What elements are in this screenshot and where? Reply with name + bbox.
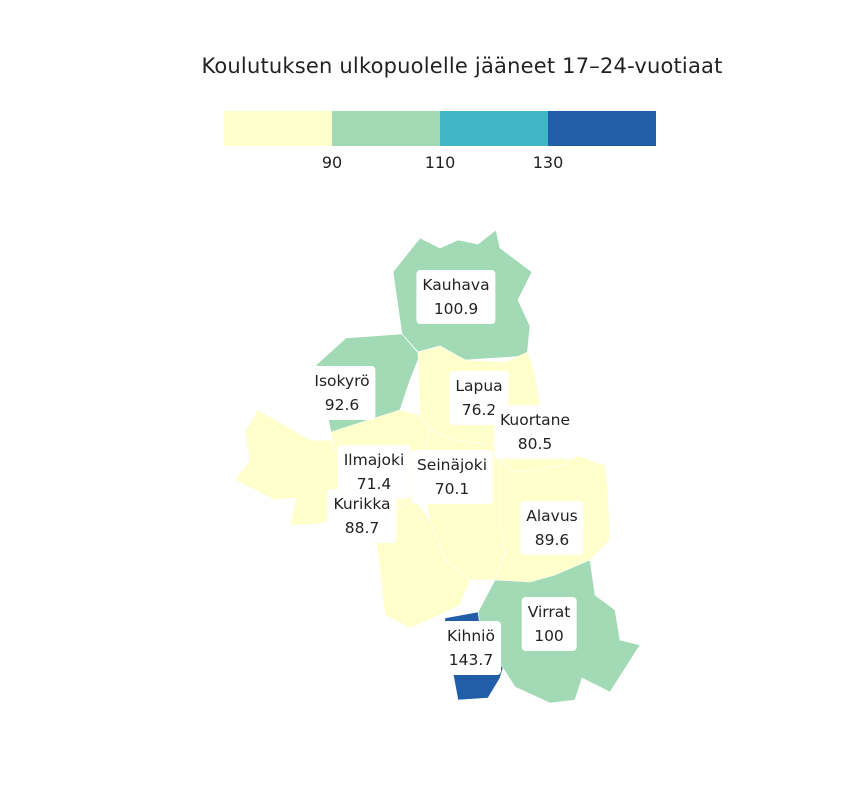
region-name: Kihniö	[447, 627, 495, 645]
region-value: 70.1	[434, 480, 470, 498]
legend-bin-4	[548, 111, 656, 146]
label-virrat: Virrat 100	[521, 597, 577, 651]
region-value: 92.6	[324, 396, 360, 414]
region-name: Lapua	[455, 377, 503, 395]
region-name: Isokyrö	[314, 372, 370, 390]
region-name: Kuortane	[499, 411, 571, 429]
region-value: 143.7	[448, 651, 494, 669]
label-kuortane: Kuortane 80.5	[493, 405, 577, 459]
region-name: Ilmajoki	[343, 451, 405, 469]
legend-break-110: 110	[424, 153, 456, 172]
region-name: Alavus	[526, 507, 578, 525]
label-kurikka: Kurikka 88.7	[327, 489, 397, 543]
map-title: Koulutuksen ulkopuolelle jääneet 17–24-v…	[201, 54, 723, 78]
region-name: Seinäjoki	[416, 456, 488, 474]
region-value: 89.6	[534, 531, 570, 549]
region-name: Kauhava	[422, 276, 490, 294]
region-value: 76.2	[461, 401, 497, 419]
region-value: 100	[534, 627, 564, 645]
label-kihnio: Kihniö 143.7	[441, 621, 501, 675]
region-name: Virrat	[527, 603, 571, 621]
legend-bin-2	[332, 111, 440, 146]
label-isokyro: Isokyrö 92.6	[308, 366, 376, 420]
region-value: 80.5	[517, 435, 553, 453]
region-name: Kurikka	[333, 495, 391, 513]
legend-break-90: 90	[321, 153, 343, 172]
legend-bin-3	[440, 111, 548, 146]
label-alavus: Alavus 89.6	[520, 501, 584, 555]
region-value: 100.9	[433, 300, 479, 318]
legend-bin-1	[224, 111, 332, 146]
legend-break-130: 130	[532, 153, 564, 172]
region-value: 88.7	[344, 519, 380, 537]
color-legend: 90 110 130	[224, 111, 656, 172]
label-kauhava: Kauhava 100.9	[416, 270, 496, 324]
label-seinajoki: Seinäjoki 70.1	[410, 450, 494, 504]
region-value: 71.4	[356, 475, 392, 493]
